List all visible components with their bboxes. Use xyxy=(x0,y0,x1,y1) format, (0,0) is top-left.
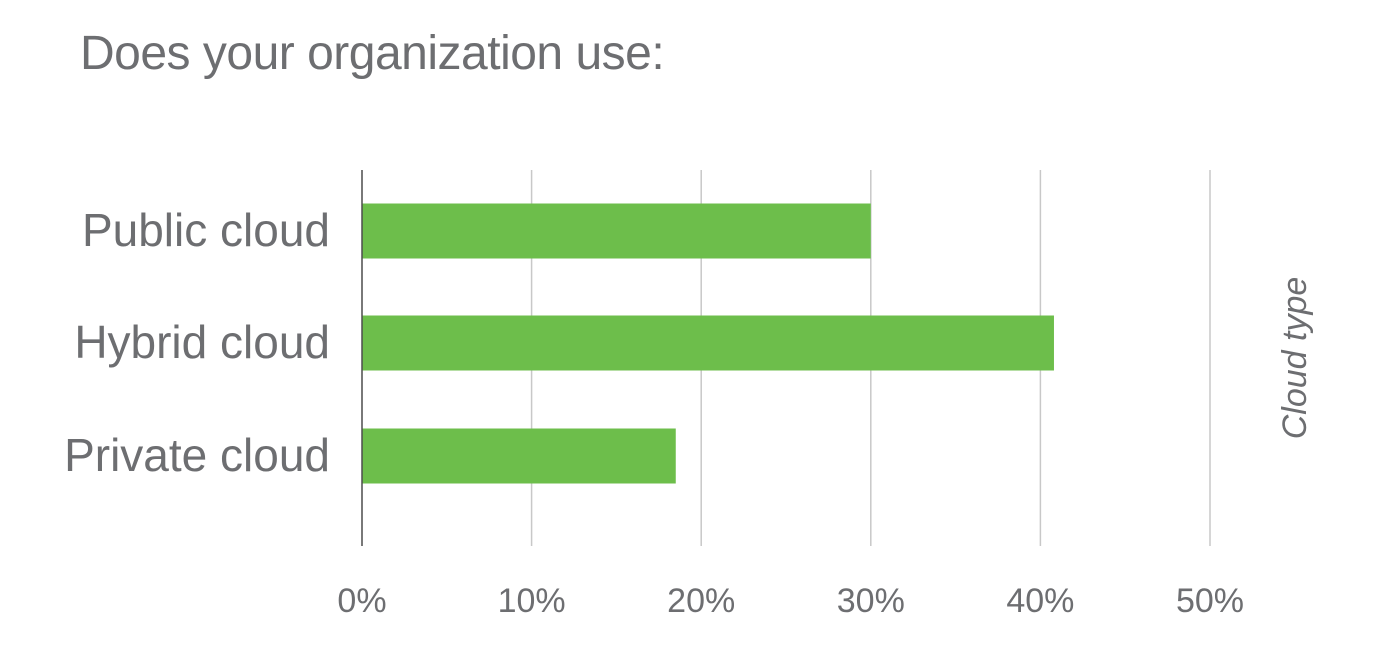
chart-title: Does your organization use: xyxy=(80,27,665,80)
category-label: Private cloud xyxy=(64,429,330,481)
x-tick-label: 40% xyxy=(1006,582,1074,620)
category-label: Hybrid cloud xyxy=(74,316,330,368)
x-tick-label: 50% xyxy=(1176,582,1244,620)
bar xyxy=(362,315,1054,371)
bar xyxy=(362,203,871,259)
bar xyxy=(362,428,676,484)
bars xyxy=(362,203,1054,484)
x-tick-label: 20% xyxy=(667,582,735,620)
category-label: Public cloud xyxy=(82,204,330,256)
labels: Public cloud Hybrid cloud Private cloud 0% 1… xyxy=(64,204,1244,620)
x-tick-label: 10% xyxy=(498,582,566,620)
x-tick-label: 0% xyxy=(337,582,386,620)
y-axis-title: Cloud type xyxy=(1276,277,1314,440)
x-tick-label: 30% xyxy=(837,582,905,620)
